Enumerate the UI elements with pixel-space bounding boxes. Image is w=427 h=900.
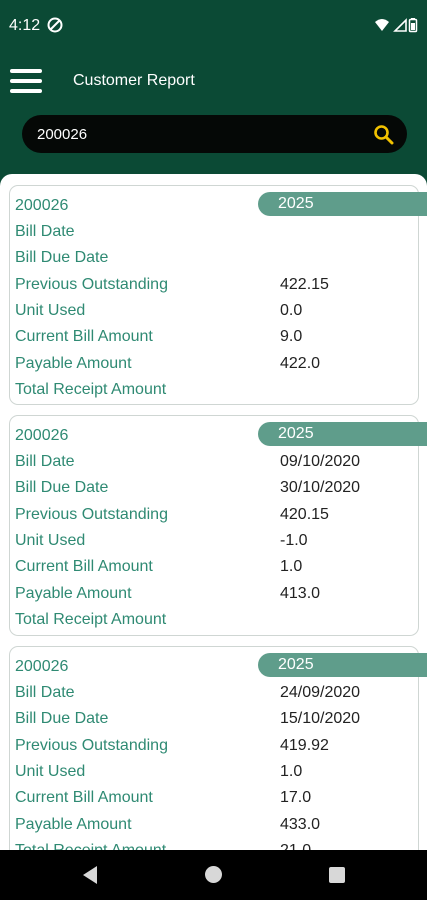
wifi-icon [375,19,389,31]
row-total-receipt-amount: Total Receipt Amount [15,611,415,633]
row-value: 422.0 [280,355,321,372]
customer-id: 200026 [15,197,69,214]
row-value: 1.0 [280,558,303,575]
row-value: 15/10/2020 [280,710,361,727]
row-label: Previous Outstanding [15,506,168,523]
menu-icon[interactable] [10,68,42,94]
row-label: Payable Amount [15,816,132,833]
year-badge: 2025 [258,192,427,216]
home-icon[interactable] [205,866,222,883]
row-bill-date: Bill Date 24/09/2020 [15,684,415,706]
row-current-bill-amount: Current Bill Amount 17.0 [15,789,415,811]
status-bar: 4:12 [0,0,427,52]
back-icon[interactable] [81,865,99,885]
row-value: 413.0 [280,585,321,602]
row-label: Unit Used [15,302,86,319]
row-label: Previous Outstanding [15,276,168,293]
report-list: 200026 2025 Bill Date Bill Due Date Prev… [0,174,427,850]
row-bill-date: Bill Date [15,223,415,245]
row-value: -1.0 [280,532,308,549]
row-label: Bill Due Date [15,479,109,496]
row-label: Total Receipt Amount [15,842,166,850]
row-previous-outstanding: Previous Outstanding 422.15 [15,276,415,298]
row-label: Bill Date [15,453,75,470]
status-time: 4:12 [9,17,41,34]
page-title: Customer Report [73,72,195,89]
year-badge: 2025 [258,422,427,446]
row-value: 1.0 [280,763,303,780]
row-total-receipt-amount: Total Receipt Amount 21.0 [15,842,415,850]
row-label: Payable Amount [15,585,132,602]
row-label: Bill Date [15,223,75,240]
row-label: Bill Due Date [15,249,109,266]
row-label: Current Bill Amount [15,558,153,575]
customer-id: 200026 [15,427,69,444]
search-input[interactable] [37,115,357,153]
report-card[interactable]: 200026 2025 Bill Date 09/10/2020 Bill Due… [9,415,427,636]
row-label: Previous Outstanding [15,737,168,754]
app-bar: Customer Report [0,52,427,110]
row-value: 420.15 [280,506,329,523]
row-unit-used: Unit Used 1.0 [15,763,415,785]
search-bar [22,115,407,153]
row-label: Total Receipt Amount [15,381,167,398]
row-value: 0.0 [280,302,303,319]
row-label: Unit Used [15,532,86,549]
row-label: Unit Used [15,763,86,780]
row-value: 30/10/2020 [280,479,361,496]
row-bill-due-date: Bill Due Date [15,249,415,271]
row-previous-outstanding: Previous Outstanding 419.92 [15,737,415,759]
row-label: Bill Due Date [15,710,109,727]
search-icon[interactable] [373,124,394,145]
recent-apps-icon[interactable] [329,867,345,883]
row-label: Current Bill Amount [15,789,153,806]
row-payable-amount: Payable Amount 433.0 [15,816,415,838]
row-label: Current Bill Amount [15,328,153,345]
battery-icon [408,18,418,33]
row-unit-used: Unit Used 0.0 [15,302,415,324]
signal-icon [393,18,407,32]
row-value: 17.0 [280,789,312,806]
customer-id: 200026 [15,658,69,675]
row-unit-used: Unit Used -1.0 [15,532,415,554]
row-current-bill-amount: Current Bill Amount 9.0 [15,328,415,350]
row-value: 433.0 [280,816,321,833]
row-label: Bill Date [15,684,75,701]
report-card[interactable]: 200026 2025 Bill Date 24/09/2020 Bill Due… [9,646,427,850]
row-previous-outstanding: Previous Outstanding 420.15 [15,506,415,528]
row-bill-due-date: Bill Due Date 30/10/2020 [15,479,415,501]
system-nav-bar [0,850,427,900]
row-total-receipt-amount: Total Receipt Amount [15,381,415,403]
do-not-disturb-icon [47,17,63,33]
status-icons [375,18,418,33]
row-value: 422.15 [280,276,329,293]
year-badge: 2025 [258,653,427,677]
row-value: 24/09/2020 [280,684,361,701]
report-card[interactable]: 200026 2025 Bill Date Bill Due Date Prev… [9,185,427,405]
row-label: Payable Amount [15,355,132,372]
row-bill-date: Bill Date 09/10/2020 [15,453,415,475]
row-bill-due-date: Bill Due Date 15/10/2020 [15,710,415,732]
row-payable-amount: Payable Amount 422.0 [15,355,415,377]
row-value: 09/10/2020 [280,453,361,470]
row-value: 9.0 [280,328,303,345]
row-value: 21.0 [280,842,311,850]
row-payable-amount: Payable Amount 413.0 [15,585,415,607]
row-value: 419.92 [280,737,329,754]
row-current-bill-amount: Current Bill Amount 1.0 [15,558,415,580]
row-label: Total Receipt Amount [15,611,167,628]
